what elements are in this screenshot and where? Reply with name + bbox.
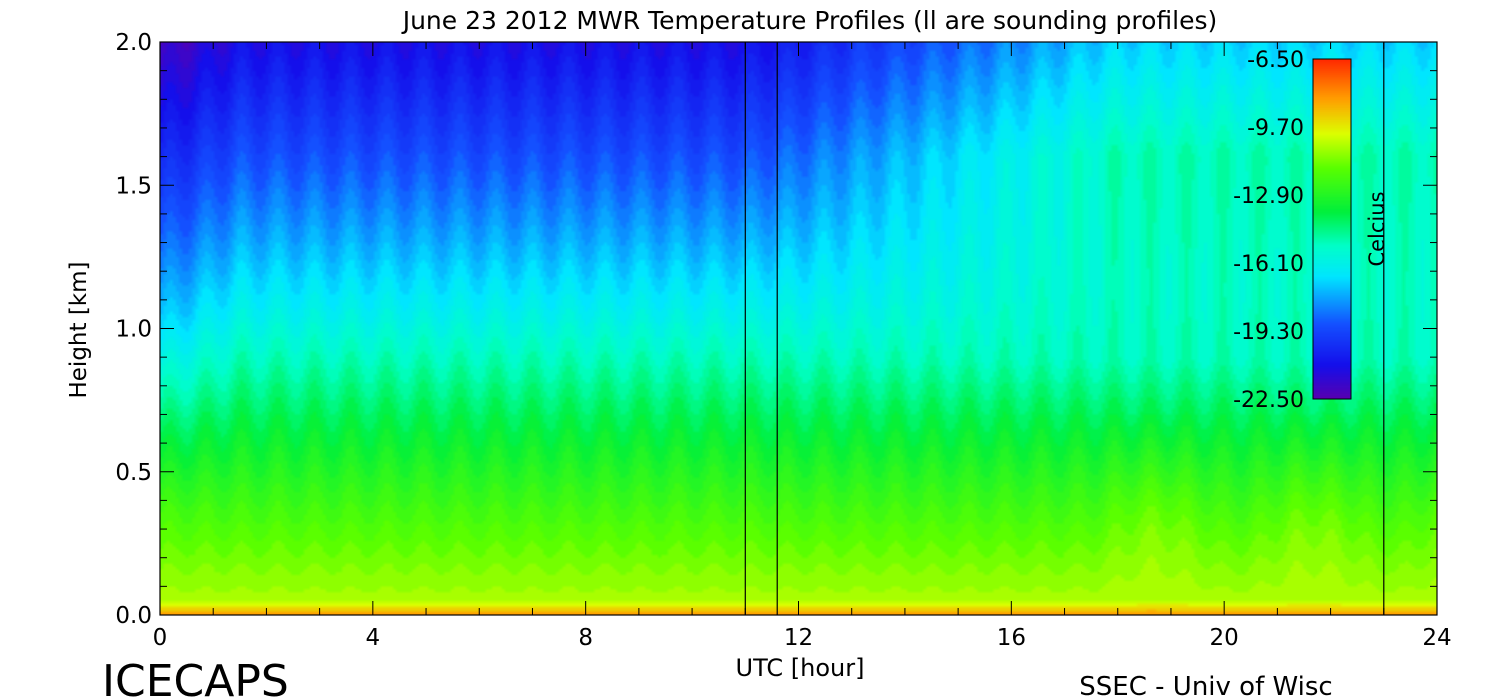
- colorbar-tick-label: -12.90: [1233, 184, 1304, 209]
- x-tick-label: 16: [997, 625, 1026, 651]
- chart-title: June 23 2012 MWR Temperature Profiles (l…: [401, 6, 1218, 35]
- axis-ticks: [159, 41, 1438, 616]
- x-axis-label: UTC [hour]: [736, 654, 865, 682]
- y-tick-label: 0.0: [115, 603, 152, 629]
- x-tick-label: 20: [1210, 625, 1239, 651]
- colorbar-frame: [1312, 58, 1352, 400]
- x-tick-label: 12: [784, 625, 813, 651]
- icecaps-brand: ICECAPS: [102, 656, 289, 700]
- x-tick-label: 8: [578, 625, 593, 651]
- y-axis-label: Height [km]: [66, 261, 92, 398]
- x-tick-label: 0: [153, 625, 168, 651]
- colorbar-tick-labels: -6.50 -9.70 -12.90 -16.10 -19.30 -22.50: [1233, 48, 1304, 413]
- x-tick-label: 24: [1422, 625, 1451, 651]
- x-tick-labels: 0 4 8 12 16 20 24: [153, 625, 1452, 651]
- colorbar-tick-label: -19.30: [1233, 320, 1304, 345]
- ssec-credit: SSEC - Univ of Wisc: [1079, 672, 1332, 700]
- colorbar-tick-label: -22.50: [1233, 388, 1304, 413]
- y-tick-label: 2.0: [115, 30, 152, 56]
- colorbar-gradient: [1313, 59, 1351, 399]
- colorbar-tick-label: -9.70: [1247, 116, 1304, 141]
- sounding-lines: [744, 42, 1385, 615]
- colorbar-label: Celcius: [1365, 191, 1389, 266]
- y-tick-label: 0.5: [115, 460, 152, 486]
- y-tick-label: 1.5: [115, 173, 152, 199]
- x-tick-label: 4: [366, 625, 381, 651]
- colorbar-tick-label: -16.10: [1233, 252, 1304, 277]
- y-tick-label: 1.0: [115, 317, 152, 343]
- colorbar-tick-label: -6.50: [1247, 48, 1304, 73]
- temperature-heatmap: [160, 42, 1437, 615]
- y-tick-labels: 0.0 0.5 1.0 1.5 2.0: [115, 30, 152, 629]
